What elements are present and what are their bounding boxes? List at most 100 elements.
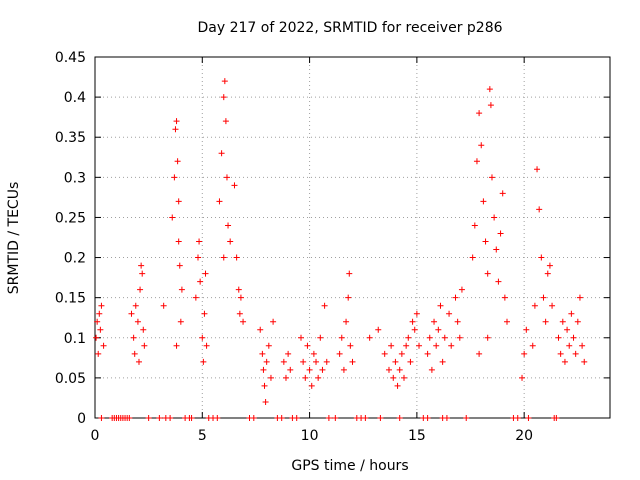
data-point [514,415,521,421]
data-point [196,238,203,245]
x-tick-label: 15 [408,428,426,444]
data-point [574,318,581,325]
data-point [579,342,586,349]
data-point [298,334,304,341]
data-point [126,415,133,421]
y-tick-label: 0.25 [55,210,86,226]
data-point [177,318,184,325]
data-point [529,342,536,349]
data-point [214,415,221,421]
data-point [323,358,330,365]
data-point [319,366,326,373]
data-point [443,415,450,421]
data-point [203,342,210,349]
data-point [338,334,345,341]
data-point [140,326,147,333]
data-point [396,415,403,421]
data-point [540,294,547,301]
data-point [570,334,577,341]
data-point [304,342,311,349]
data-point [173,118,180,125]
data-point [486,86,493,93]
data-point [366,334,373,341]
data-point [491,214,498,221]
data-point [270,318,277,325]
plot-frame [94,56,611,419]
data-point [173,342,180,349]
data-point [233,254,240,261]
data-point [473,158,480,165]
x-tick-label: 0 [91,428,100,444]
data-point [188,415,195,421]
data-point [221,78,228,85]
data-point [240,318,247,325]
data-point [145,415,152,421]
data-point [398,350,405,357]
data-point [362,415,369,421]
data-point [411,326,418,333]
data-point [128,310,135,317]
data-point [321,302,328,309]
data-point [174,158,181,165]
data-point [223,174,230,181]
data-point [282,374,289,381]
data-point [287,366,294,373]
data-point [531,302,538,309]
data-point [536,206,543,213]
data-point [310,350,317,357]
data-point [576,294,583,301]
data-point [469,254,476,261]
x-tick-label: 5 [198,428,207,444]
data-point [401,374,407,381]
data-point [471,222,478,229]
data-point [200,358,207,365]
data-point [549,302,556,309]
data-point [349,358,356,365]
data-point [519,374,526,381]
data-point [167,415,174,421]
data-point [235,286,242,293]
data-point [216,198,223,205]
data-point [222,118,229,125]
data-point [426,334,433,341]
data-point [385,366,392,373]
data-point [306,366,313,373]
data-point [435,326,442,333]
data-point [482,238,489,245]
data-point [97,326,104,333]
data-point [227,238,234,245]
data-point [553,415,560,421]
data-point [98,302,105,309]
data-point [231,182,238,189]
data-point [257,326,264,333]
x-axis-label: GPS time / hours [291,458,408,474]
data-point [197,278,204,285]
data-point [476,110,483,117]
data-point [100,342,107,349]
data-point [201,310,208,317]
data-point [523,326,530,333]
y-tick-label: 0.1 [64,331,86,347]
chart-title: Day 217 of 2022, SRMTID for receiver p28… [197,20,502,36]
data-point [202,270,209,277]
data-point [346,270,353,277]
data-point [156,415,163,421]
data-point [501,294,508,301]
data-point [568,310,575,317]
data-point [300,358,307,365]
data-point [377,415,384,421]
data-point [458,286,465,293]
data-point [561,358,568,365]
data-point [93,334,100,341]
data-point [308,382,315,389]
data-point [484,334,491,341]
data-point [555,334,562,341]
data-point [336,350,343,357]
data-point [220,94,227,101]
data-point [456,334,463,341]
data-point [220,254,227,261]
data-point [293,415,300,421]
data-point [139,270,146,277]
data-point [525,415,532,421]
data-point [390,374,397,381]
